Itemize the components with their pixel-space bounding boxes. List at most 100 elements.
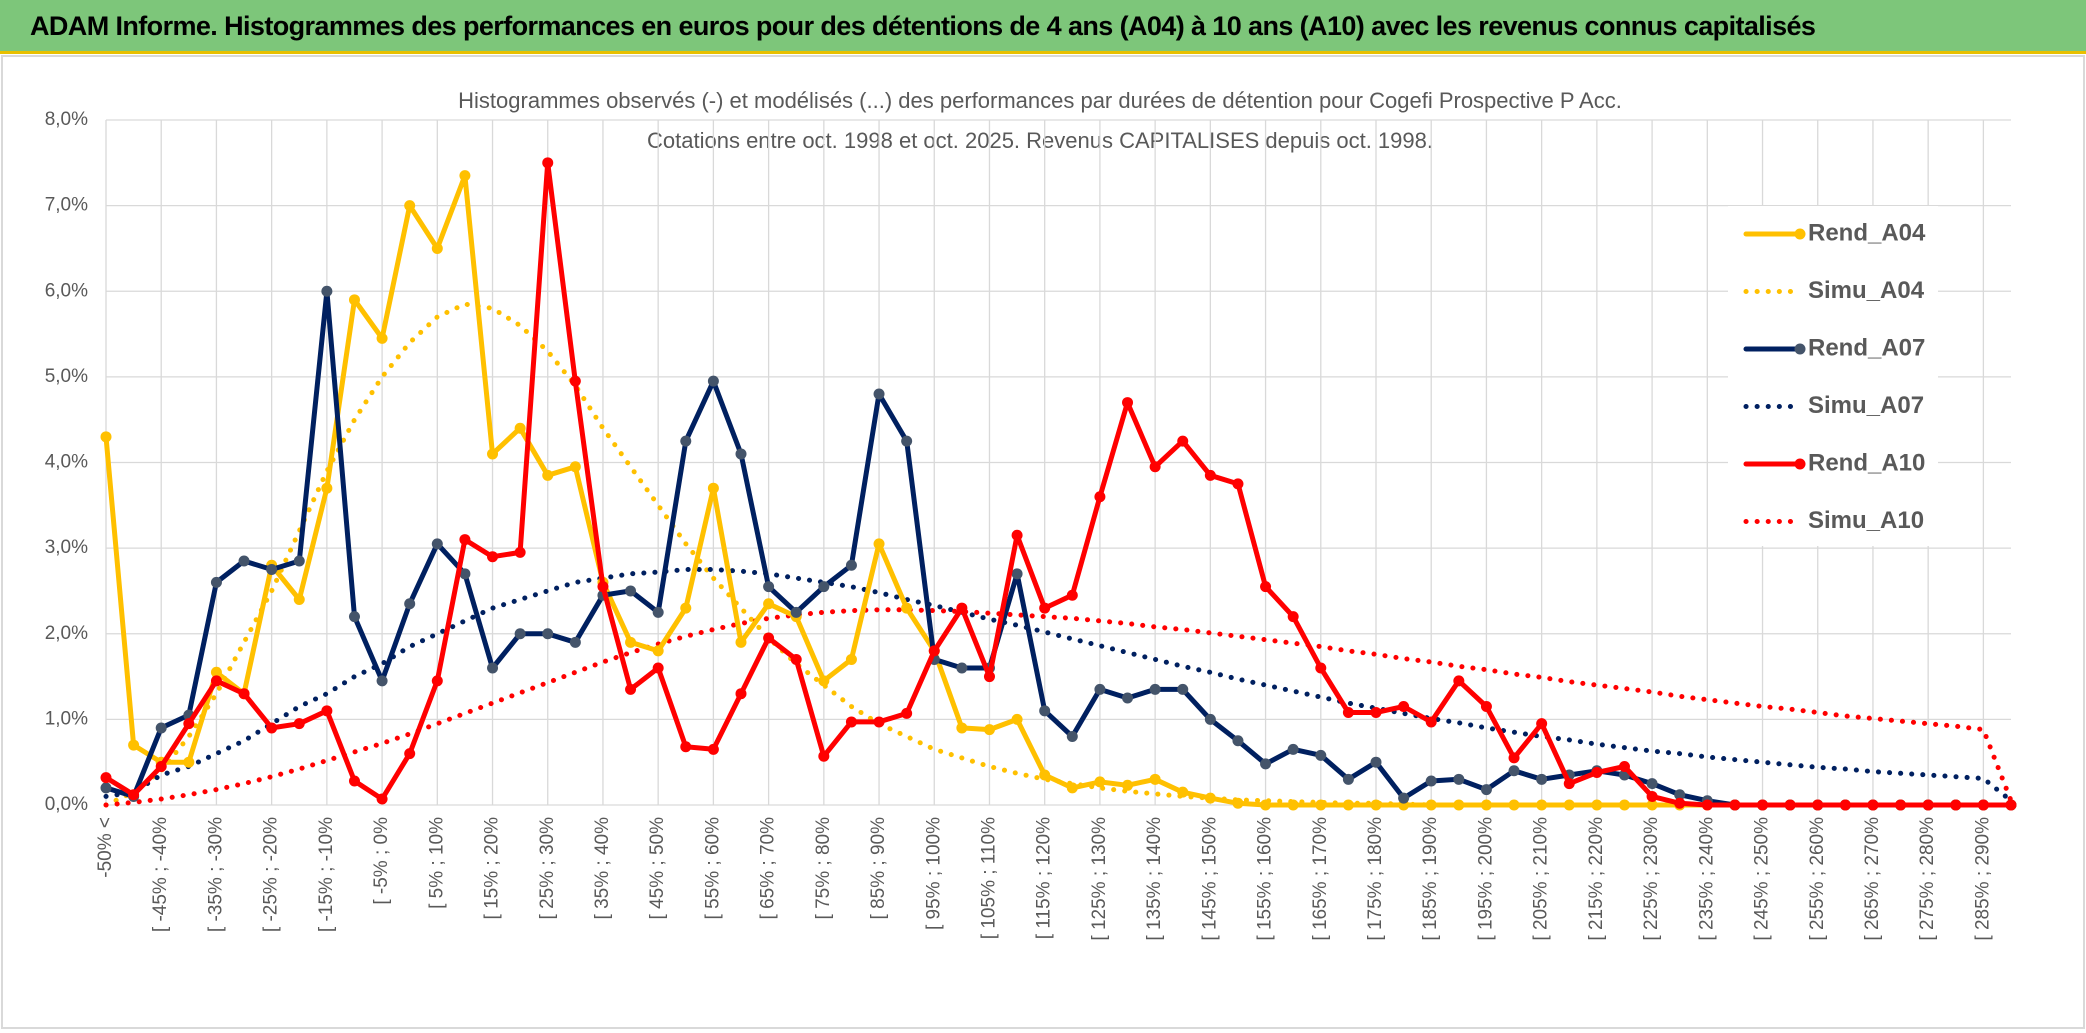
marker — [983, 724, 995, 736]
marker — [1425, 799, 1437, 811]
x-tick-label: [ 285% ; 290% — [1972, 817, 1993, 941]
marker — [1149, 683, 1161, 695]
marker — [818, 675, 830, 687]
x-tick-label: -50% < — [95, 817, 116, 878]
marker — [210, 675, 222, 687]
x-tick-label: [ -15% ; -10% — [316, 817, 337, 932]
marker — [707, 743, 719, 755]
data-line — [103, 288, 2014, 808]
marker — [790, 653, 802, 665]
x-tick-label: [ 225% ; 230% — [1641, 817, 1662, 941]
marker — [1287, 743, 1299, 755]
marker — [404, 748, 416, 760]
marker — [1204, 469, 1216, 481]
marker — [128, 789, 140, 801]
marker — [735, 688, 747, 700]
marker — [1453, 773, 1465, 785]
marker — [266, 722, 278, 734]
marker — [680, 741, 692, 753]
y-tick-label: 0,0% — [45, 794, 88, 815]
marker — [1784, 799, 1796, 811]
marker — [1895, 799, 1907, 811]
marker — [1674, 797, 1686, 809]
marker — [1177, 683, 1189, 695]
marker — [707, 482, 719, 494]
x-tick-label: [ 5% ; 10% — [426, 817, 447, 909]
marker — [845, 653, 857, 665]
marker — [1977, 799, 1989, 811]
marker — [542, 157, 554, 169]
marker — [845, 559, 857, 571]
marker — [569, 636, 581, 648]
marker — [293, 555, 305, 567]
marker — [763, 581, 775, 593]
marker — [597, 581, 609, 593]
marker — [1370, 756, 1382, 768]
marker — [873, 388, 885, 400]
marker — [128, 739, 140, 751]
x-tick-label: [ 75% ; 80% — [813, 817, 834, 920]
marker — [376, 793, 388, 805]
x-tick-label: [ 115% ; 120% — [1034, 817, 1055, 939]
model-line — [103, 567, 2014, 804]
marker — [1287, 799, 1299, 811]
marker — [183, 756, 195, 768]
marker — [1370, 799, 1382, 811]
marker — [1508, 752, 1520, 764]
marker — [901, 707, 913, 719]
marker — [487, 448, 499, 460]
x-tick-label: [ 185% ; 190% — [1420, 817, 1441, 941]
marker — [1039, 705, 1051, 717]
marker — [1425, 716, 1437, 728]
marker — [404, 598, 416, 610]
marker — [1646, 790, 1658, 802]
x-tick-label: [ 95% ; 100% — [923, 817, 944, 930]
x-tick-label: [ 145% ; 150% — [1199, 817, 1220, 941]
marker — [1563, 799, 1575, 811]
marker — [1177, 786, 1189, 798]
header: ADAM Informe. Histogrammes des performan… — [0, 0, 2086, 54]
x-tick-label: [ -5% ; 0% — [371, 817, 392, 905]
marker — [514, 628, 526, 640]
marker — [901, 435, 913, 447]
marker — [1094, 683, 1106, 695]
marker — [1315, 799, 1327, 811]
x-tick-label: [ 245% ; 250% — [1752, 817, 1773, 941]
x-tick-label: [ 205% ; 210% — [1531, 817, 1552, 941]
x-tick-label: [ 105% ; 110% — [978, 817, 999, 939]
marker — [1536, 718, 1548, 730]
marker — [625, 585, 637, 597]
marker — [735, 636, 747, 648]
marker — [1287, 611, 1299, 623]
y-tick-label: 3,0% — [45, 537, 88, 558]
marker — [818, 750, 830, 762]
marker — [459, 534, 471, 546]
x-tick-label: [ -35% ; -30% — [205, 817, 226, 932]
chart: Histogrammes observés (-) et modélisés (… — [1, 55, 2085, 1029]
marker — [2005, 799, 2017, 811]
marker — [1122, 692, 1134, 704]
marker — [652, 645, 664, 657]
marker — [1315, 749, 1327, 761]
marker — [1342, 773, 1354, 785]
marker — [956, 662, 968, 674]
marker — [1232, 797, 1244, 809]
marker — [1122, 779, 1134, 791]
marker — [514, 546, 526, 558]
marker — [238, 688, 250, 700]
chart-title: Histogrammes observés (-) et modélisés (… — [458, 88, 1622, 113]
marker — [1646, 778, 1658, 790]
marker — [293, 718, 305, 730]
marker — [818, 581, 830, 593]
marker — [1342, 707, 1354, 719]
marker — [790, 606, 802, 618]
marker — [956, 722, 968, 734]
x-tick-label: [ 265% ; 270% — [1862, 817, 1883, 941]
marker — [1260, 758, 1272, 770]
marker — [459, 568, 471, 580]
marker — [183, 718, 195, 730]
marker — [1480, 701, 1492, 713]
marker — [1039, 769, 1051, 781]
y-tick-label: 4,0% — [45, 452, 88, 473]
legend-box — [1728, 206, 1938, 546]
